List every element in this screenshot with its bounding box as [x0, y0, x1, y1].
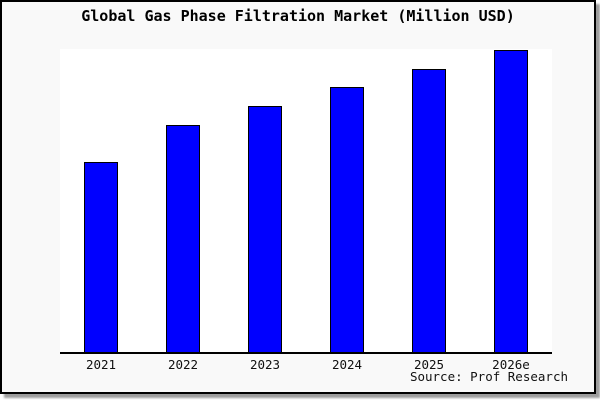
x-tick-label-2022: 2022	[167, 357, 199, 372]
source-credit: Source: Prof Research	[409, 369, 568, 384]
x-tick-label-2024: 2024	[331, 357, 363, 372]
plot-area	[60, 49, 552, 354]
bar-2022	[166, 125, 200, 352]
x-tick-label-2021: 2021	[85, 357, 117, 372]
x-axis-labels: 2021 2022 2023 2024 2025 2026e	[2, 357, 594, 373]
bar-2025	[412, 69, 446, 352]
bar-2023	[248, 106, 282, 352]
x-tick-label-2026e: 2026e	[492, 357, 530, 372]
bar-2026e	[494, 50, 528, 352]
bar-2024	[330, 87, 364, 352]
bar-2021	[84, 162, 118, 352]
chart-title: Global Gas Phase Filtration Market (Mill…	[81, 7, 515, 25]
x-tick-label-2023: 2023	[249, 357, 281, 372]
x-tick-label-2025: 2025	[413, 357, 445, 372]
chart-card: Global Gas Phase Filtration Market (Mill…	[0, 0, 596, 394]
